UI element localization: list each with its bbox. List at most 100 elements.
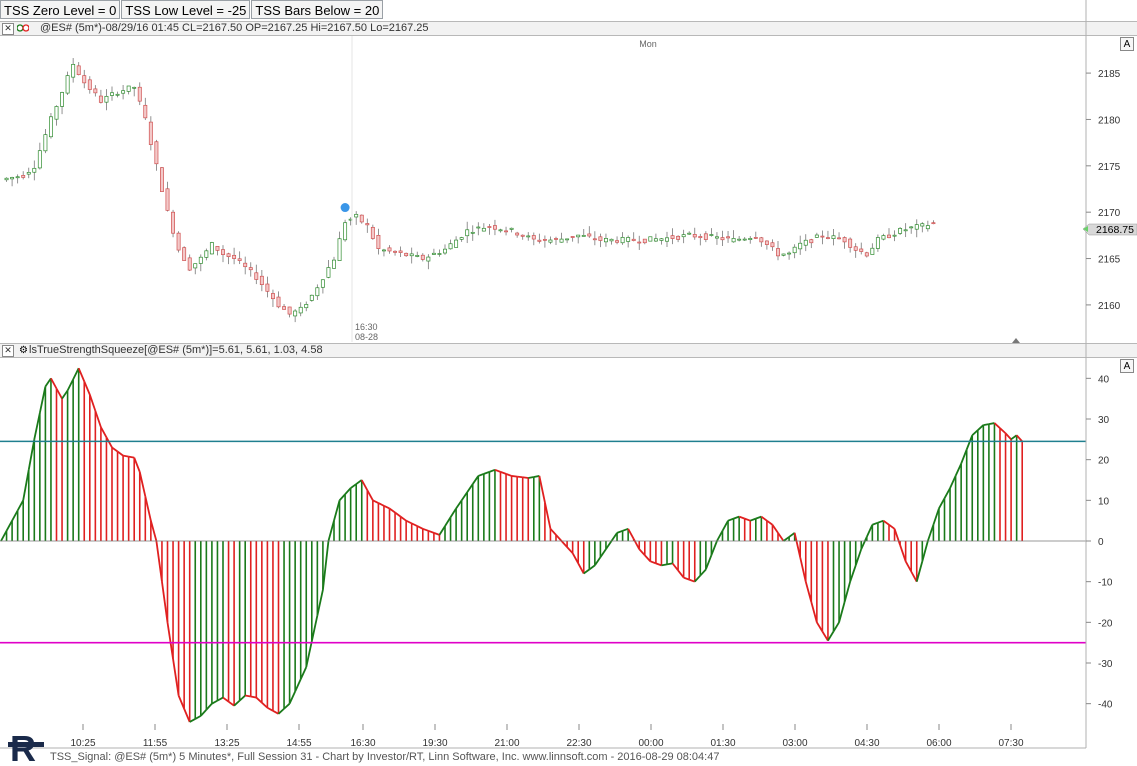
indicator-curve-segment (610, 532, 618, 542)
price-candle (670, 235, 675, 239)
indicator-curve-segment (843, 581, 852, 603)
price-candle (387, 247, 392, 252)
indicator-curve-segment (616, 529, 623, 534)
indicator-curve-segment (650, 560, 657, 565)
session-marker-date: 08-28 (355, 332, 378, 342)
indicator-curve-segment (877, 519, 884, 524)
visibility-toggle-icon[interactable] (17, 23, 29, 33)
indicator-curve-segment (993, 422, 1001, 429)
price-candle (60, 92, 65, 107)
price-candle (171, 211, 175, 234)
gear-icon[interactable]: ⚙ (19, 345, 28, 356)
price-candle (126, 85, 131, 92)
indicator-curve-segment (971, 429, 979, 436)
price-candle (93, 88, 98, 94)
time-tick-label: 22:30 (566, 738, 591, 749)
indicator-curve-segment (455, 499, 463, 509)
indicator-curve-segment (378, 502, 385, 507)
close-icon[interactable]: ✕ (2, 23, 14, 35)
indicator-curve-segment (738, 515, 746, 520)
indicator-curve-segment (400, 515, 407, 522)
price-candle (248, 267, 253, 271)
price-candle (759, 237, 764, 243)
indicator-curve-segment (333, 500, 341, 521)
price-candle (603, 238, 608, 243)
price-candle (531, 235, 536, 240)
tss-low-level-button[interactable]: TSS Low Level = -25 (121, 0, 251, 19)
price-candle (448, 243, 453, 250)
indicator-curve-segment (804, 581, 813, 603)
indicator-curve-segment (94, 410, 102, 428)
indicator-curve-segment (128, 455, 135, 459)
indicator-curve-segment (893, 528, 901, 546)
price-candle (443, 248, 447, 254)
indicator-curve-segment (16, 499, 24, 511)
price-autoscale-button[interactable]: A (1120, 37, 1134, 51)
indicator-curve-segment (910, 571, 918, 583)
price-candle (665, 237, 669, 242)
price-candle (104, 95, 109, 103)
price-candle (792, 246, 797, 254)
indicator-curve-segment (155, 540, 163, 582)
indicator-curve-segment (133, 457, 141, 473)
indicator-curve-segment (777, 532, 785, 542)
indicator-curve-segment (222, 696, 230, 703)
indicator-curve-segment (983, 423, 990, 426)
time-tick-label: 21:00 (494, 738, 519, 749)
price-candle (15, 176, 20, 179)
indicator-curve-segment (449, 507, 457, 518)
indicator-curve-segment (799, 557, 807, 582)
indicator-curve-segment (749, 517, 757, 522)
indicator-curve-segment (88, 394, 97, 412)
indicator-curve-segment (865, 524, 874, 538)
close-icon[interactable]: ✕ (2, 345, 14, 357)
price-candle (243, 262, 248, 268)
price-tick-label: 2165 (1098, 255, 1121, 266)
indicator-curve-segment (33, 412, 41, 440)
indicator-curve-segment (38, 386, 47, 414)
indicator-curve-segment (533, 475, 540, 478)
indicator-curve-segment (644, 554, 652, 562)
indicator-curve-segment (105, 436, 113, 448)
tss-zero-level-button[interactable]: TSS Zero Level = 0 (0, 0, 121, 19)
price-candle (703, 233, 708, 240)
indicator-curve-segment (433, 532, 440, 536)
indicator-curve-segment (671, 562, 679, 572)
indicator-curve-segment (411, 522, 418, 527)
price-candle (576, 234, 581, 238)
indicator-curve-segment (899, 544, 907, 562)
indicator-curve-segment (821, 631, 829, 642)
indicator-curve-segment (949, 475, 957, 489)
indicator-curve-segment (255, 696, 263, 704)
price-candle (931, 222, 936, 225)
price-candle (370, 226, 375, 239)
indicator-autoscale-button[interactable]: A (1120, 359, 1134, 373)
price-candle (65, 75, 70, 94)
indicator-tick-label: 30 (1098, 415, 1110, 426)
indicator-curve-segment (383, 504, 390, 510)
tss-bars-below-button[interactable]: TSS Bars Below = 20 (251, 0, 384, 19)
price-candle (526, 235, 531, 238)
price-candle (409, 253, 414, 257)
price-candle (537, 239, 542, 242)
price-candle (909, 226, 914, 229)
price-candle (32, 167, 37, 173)
price-candle (787, 252, 792, 255)
price-candle (198, 256, 203, 264)
price-candle (653, 238, 658, 242)
indicator-curve-segment (266, 706, 274, 712)
indicator-curve-segment (138, 471, 147, 497)
price-candle (609, 238, 614, 242)
price-candle (481, 227, 486, 232)
price-candle (798, 242, 803, 250)
price-candle (437, 253, 442, 255)
price-candle (620, 236, 625, 244)
indicator-curve-segment (489, 468, 496, 473)
time-tick-label: 13:25 (214, 738, 239, 749)
indicator-tick-label: -10 (1098, 578, 1113, 589)
price-candle (626, 237, 631, 242)
indicator-curve-segment (194, 715, 202, 720)
price-candle (121, 90, 126, 94)
indicator-pane-title: lsTrueStrengthSqueeze[@ES# (5m*)]=5.61, … (29, 344, 323, 356)
